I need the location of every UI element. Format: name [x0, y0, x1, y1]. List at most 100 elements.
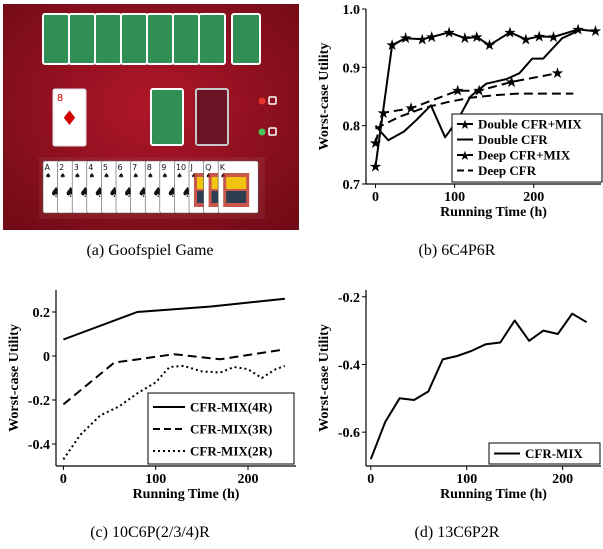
hand-card[interactable]: K♠ — [217, 160, 259, 214]
star-marker: ★ — [415, 30, 428, 48]
series-line — [375, 92, 574, 130]
star-marker: ★ — [547, 28, 560, 46]
checkbox-icon[interactable] — [268, 127, 277, 136]
played-card-dark — [195, 88, 229, 146]
spade-icon: ♠ — [74, 172, 80, 180]
spade-icon: ♠ — [162, 172, 168, 180]
star-marker: ★ — [399, 29, 412, 47]
x-tick-label: 100 — [456, 472, 477, 487]
green-light-icon — [258, 128, 266, 136]
spade-icon: ♠ — [176, 172, 182, 180]
series-line — [63, 297, 286, 341]
series-line — [374, 72, 558, 144]
legend-box — [451, 113, 603, 183]
legend-label: CFR-MIX(4R) — [190, 400, 272, 415]
star-marker: ★ — [472, 82, 485, 100]
x-tick-label: 0 — [60, 472, 67, 487]
x-tick-label: 200 — [523, 190, 544, 205]
star-marker: ★ — [369, 134, 382, 152]
star-marker: ★ — [369, 158, 382, 176]
star-marker: ★ — [442, 23, 455, 41]
hand-card-rank: 5 — [103, 163, 108, 172]
hand-card-rank: 10 — [176, 163, 186, 172]
chart-13c6p2r: -0.6 -0.4 -0.2 0 100 200 Running Time (h) Worst… — [317, 290, 601, 502]
caption-a: (a) Goofspiel Game — [86, 242, 214, 259]
spade-icon: ♠ — [45, 172, 51, 180]
red-light-icon — [258, 97, 266, 105]
card-back — [172, 13, 200, 65]
y-tick-label: -0.4 — [338, 358, 360, 373]
card-back — [231, 13, 261, 65]
prize-card-face — [52, 88, 87, 147]
legend-label: Deep CFR — [478, 163, 537, 178]
star-marker: ★ — [385, 36, 398, 54]
series-line — [369, 312, 588, 460]
legend-label: Double CFR+MIX — [478, 117, 582, 132]
checkbox-icon[interactable] — [268, 96, 277, 105]
legend-label: CFR-MIX(3R) — [190, 422, 272, 437]
y-tick-label: 0.9 — [343, 61, 361, 76]
prize-card-rank: 8 — [57, 93, 63, 104]
y-axis-title: Worst-case Utility — [317, 324, 332, 432]
legend-label: Double CFR — [478, 132, 548, 147]
legend-star-marker: ★ — [459, 149, 471, 164]
y-tick-label: 0.7 — [343, 178, 361, 193]
star-marker: ★ — [377, 104, 390, 122]
x-axis-title: Running Time (h) — [133, 487, 240, 502]
series-line — [374, 28, 596, 167]
opponent-hand-cards — [42, 13, 261, 65]
star-marker: ★ — [458, 29, 471, 47]
star-marker: ★ — [503, 23, 516, 41]
hand-card-rank: 3 — [74, 163, 79, 172]
star-marker: ★ — [589, 22, 602, 40]
goofspiel-game-image: 8♦ A♠♠2♠♠3♠♠4♠♠5♠♠6♠♠7♠♠8♠♠9♠♠10♠♠J♠Q♠K♠ — [3, 4, 299, 230]
caption-c: (c) 10C6P(2/3/4)R — [90, 524, 210, 541]
star-marker: ★ — [404, 99, 417, 117]
star-marker: ★ — [505, 73, 518, 91]
spade-icon: ♠ — [89, 172, 95, 180]
player-hand-spades: A♠♠2♠♠3♠♠4♠♠5♠♠6♠♠7♠♠8♠♠9♠♠10♠♠J♠Q♠K♠ — [39, 157, 265, 219]
spade-icon: ♠ — [60, 172, 66, 180]
star-marker: ★ — [519, 30, 532, 48]
spade-icon: ♠ — [133, 172, 139, 180]
card-back — [42, 13, 70, 65]
hand-card-rank: 9 — [161, 163, 166, 172]
x-tick-label: 100 — [145, 472, 166, 487]
x-tick-label: 0 — [367, 472, 374, 487]
legend-label: Deep CFR+MIX — [478, 148, 571, 163]
card-back — [146, 13, 174, 65]
y-axis-title: Worst-case Utility — [7, 324, 22, 432]
y-tick-label: -0.2 — [338, 291, 360, 306]
hand-card-rank: 2 — [59, 163, 64, 172]
caption-b: (b) 6C4P6R — [418, 242, 496, 259]
spade-icon: ♠ — [118, 172, 124, 180]
x-tick-label: 0 — [372, 190, 379, 205]
played-card-green — [150, 88, 184, 146]
star-marker: ★ — [483, 36, 496, 54]
legend-label: CFR-MIX — [525, 446, 583, 461]
prize-card: 8♦ — [52, 88, 87, 147]
hand-card-rank: J — [190, 163, 193, 172]
star-marker: ★ — [533, 27, 546, 45]
x-tick-label: 200 — [238, 472, 259, 487]
star-marker: ★ — [571, 20, 584, 38]
card-back — [68, 13, 96, 65]
hand-card-rank: 7 — [132, 163, 137, 172]
diamond-icon: ♦ — [61, 106, 79, 130]
legend-label: CFR-MIX(2R) — [190, 444, 272, 459]
star-marker: ★ — [451, 82, 464, 100]
x-axis-title: Running Time (h) — [440, 205, 547, 220]
x-axis-title: Running Time (h) — [440, 487, 547, 502]
card-back — [198, 13, 226, 65]
series-line — [374, 28, 582, 142]
card-back — [94, 13, 122, 65]
card-back — [120, 13, 148, 65]
y-tick-label: 0 — [43, 350, 50, 365]
spade-icon: ♠ — [147, 172, 153, 180]
y-tick-label: -0.2 — [28, 394, 50, 409]
x-tick-label: 200 — [552, 472, 573, 487]
y-tick-label: -0.4 — [28, 438, 50, 453]
hand-card-rank: 6 — [118, 163, 123, 172]
y-tick-label: -0.6 — [338, 426, 360, 441]
hand-card-rank: 4 — [88, 163, 93, 172]
